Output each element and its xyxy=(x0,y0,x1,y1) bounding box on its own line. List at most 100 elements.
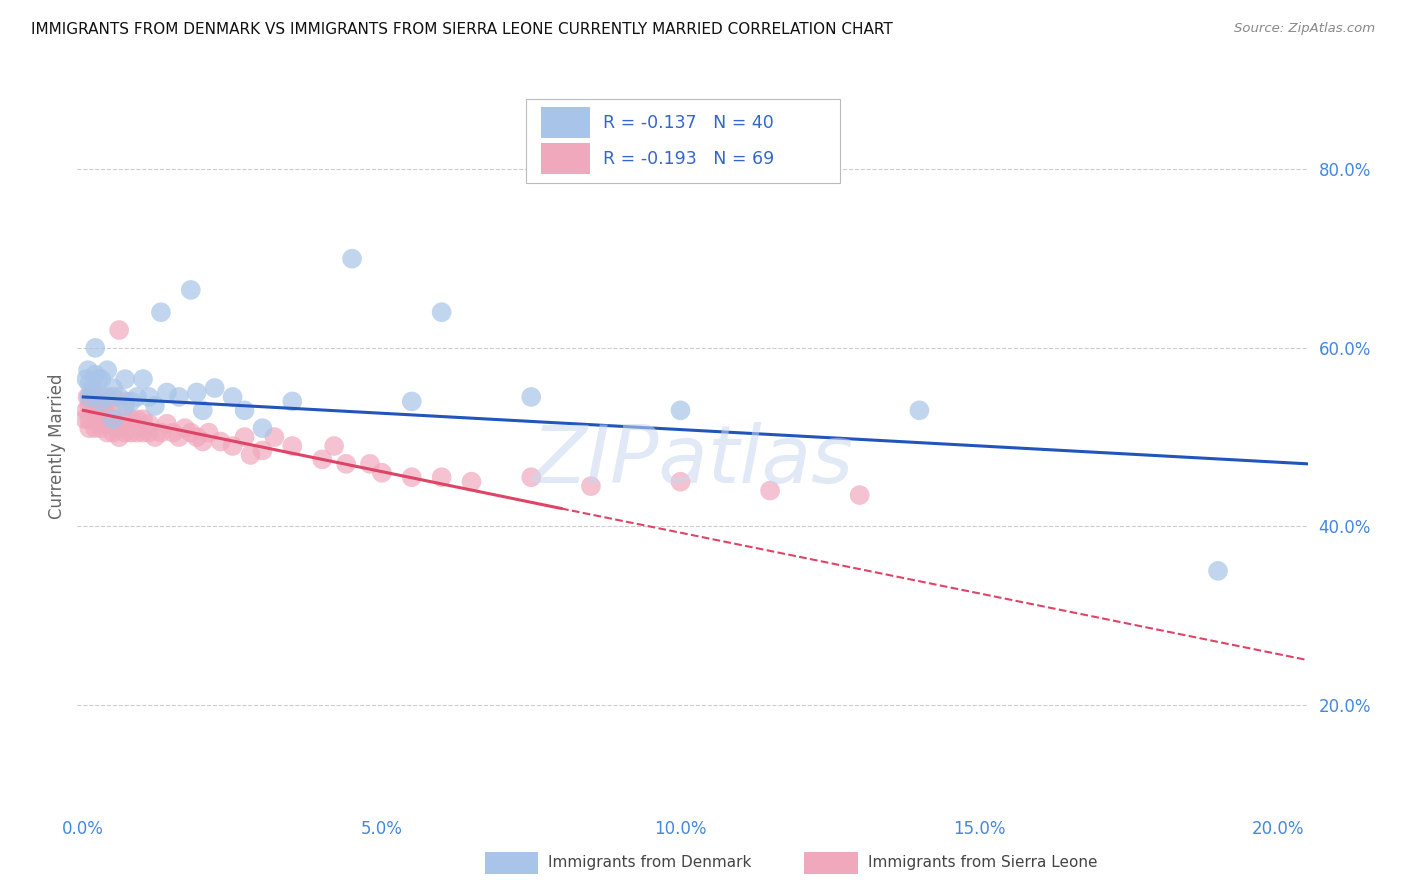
Point xyxy=(90,412,112,426)
Point xyxy=(143,430,166,444)
Point xyxy=(101,417,124,431)
Point xyxy=(84,421,107,435)
Point xyxy=(197,425,219,440)
Point xyxy=(186,430,208,444)
Point xyxy=(281,394,304,409)
Point xyxy=(90,394,112,409)
Point xyxy=(233,430,256,444)
Point xyxy=(77,421,100,435)
Point xyxy=(340,252,363,266)
Point xyxy=(669,475,692,489)
Point xyxy=(75,403,97,417)
Point xyxy=(460,475,482,489)
Point xyxy=(323,439,346,453)
Point xyxy=(114,425,136,440)
Point xyxy=(848,488,870,502)
Point xyxy=(156,417,179,431)
Point xyxy=(75,372,97,386)
Point xyxy=(180,283,202,297)
Point xyxy=(101,425,124,440)
Point xyxy=(90,390,112,404)
FancyBboxPatch shape xyxy=(541,144,591,174)
Point xyxy=(125,425,148,440)
Point xyxy=(76,390,98,404)
Point xyxy=(579,479,602,493)
Point xyxy=(138,425,160,440)
Y-axis label: Currently Married: Currently Married xyxy=(48,373,66,519)
Point xyxy=(209,434,232,449)
Point xyxy=(114,394,136,409)
Point xyxy=(263,430,285,444)
Point xyxy=(221,439,243,453)
FancyBboxPatch shape xyxy=(526,99,841,183)
Point xyxy=(80,390,103,404)
Point xyxy=(143,399,166,413)
Point xyxy=(132,425,155,440)
Point xyxy=(335,457,357,471)
Point xyxy=(96,425,118,440)
Point xyxy=(252,443,274,458)
Point xyxy=(77,399,100,413)
Point xyxy=(96,390,118,404)
Point xyxy=(96,394,118,409)
Point xyxy=(759,483,782,498)
Point xyxy=(191,403,214,417)
Point xyxy=(138,417,160,431)
Point xyxy=(191,434,214,449)
Point xyxy=(908,403,931,417)
Point xyxy=(77,390,100,404)
Point xyxy=(186,385,208,400)
Point xyxy=(108,323,131,337)
Point xyxy=(239,448,262,462)
Point xyxy=(108,390,131,404)
Text: ZIPatlas: ZIPatlas xyxy=(531,422,853,500)
Point xyxy=(77,376,100,391)
Point xyxy=(101,381,124,395)
Point xyxy=(84,403,107,417)
Point xyxy=(101,390,124,404)
Point xyxy=(281,439,304,453)
Point xyxy=(82,381,104,395)
Point xyxy=(90,399,112,413)
Point xyxy=(371,466,394,480)
Point xyxy=(430,470,453,484)
Point xyxy=(84,341,107,355)
Point xyxy=(90,421,112,435)
Point xyxy=(108,421,131,435)
Point xyxy=(180,425,202,440)
Point xyxy=(75,412,97,426)
Text: R = -0.137   N = 40: R = -0.137 N = 40 xyxy=(603,113,773,132)
Point xyxy=(149,305,172,319)
Point xyxy=(233,403,256,417)
Point xyxy=(401,394,423,409)
Point xyxy=(120,394,142,409)
Point xyxy=(96,417,118,431)
Point xyxy=(221,390,243,404)
Point xyxy=(101,408,124,422)
Point xyxy=(114,399,136,413)
Point xyxy=(359,457,381,471)
Point xyxy=(77,412,100,426)
Point xyxy=(311,452,333,467)
Point xyxy=(162,425,184,440)
FancyBboxPatch shape xyxy=(541,107,591,138)
Point xyxy=(125,390,148,404)
Point xyxy=(401,470,423,484)
Point xyxy=(167,430,190,444)
Point xyxy=(96,408,118,422)
Point xyxy=(167,390,190,404)
Point xyxy=(101,412,124,426)
Point xyxy=(520,470,543,484)
Point xyxy=(120,412,142,426)
Point xyxy=(77,363,100,377)
Text: IMMIGRANTS FROM DENMARK VS IMMIGRANTS FROM SIERRA LEONE CURRENTLY MARRIED CORREL: IMMIGRANTS FROM DENMARK VS IMMIGRANTS FR… xyxy=(31,22,893,37)
Point xyxy=(520,390,543,404)
Text: Immigrants from Sierra Leone: Immigrants from Sierra Leone xyxy=(868,855,1097,870)
Point xyxy=(84,390,107,404)
Point xyxy=(114,412,136,426)
Point xyxy=(84,368,107,382)
Point xyxy=(1206,564,1229,578)
Point xyxy=(120,425,142,440)
Point xyxy=(108,430,131,444)
Point xyxy=(114,372,136,386)
